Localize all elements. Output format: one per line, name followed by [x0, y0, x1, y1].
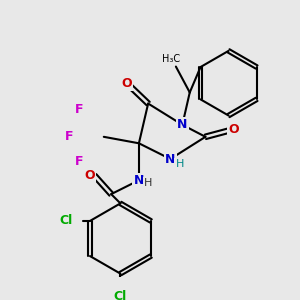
- Text: N: N: [134, 174, 144, 187]
- Text: F: F: [75, 155, 83, 168]
- Text: N: N: [177, 118, 188, 131]
- Text: F: F: [65, 130, 74, 143]
- Text: F: F: [75, 103, 83, 116]
- Text: N: N: [165, 152, 176, 166]
- Text: O: O: [85, 169, 95, 182]
- Text: Cl: Cl: [59, 214, 73, 227]
- Text: H₃C: H₃C: [162, 54, 180, 64]
- Text: O: O: [122, 77, 132, 90]
- Text: H: H: [144, 178, 152, 188]
- Text: H: H: [176, 159, 184, 169]
- Text: Cl: Cl: [114, 290, 127, 300]
- Text: O: O: [228, 123, 238, 136]
